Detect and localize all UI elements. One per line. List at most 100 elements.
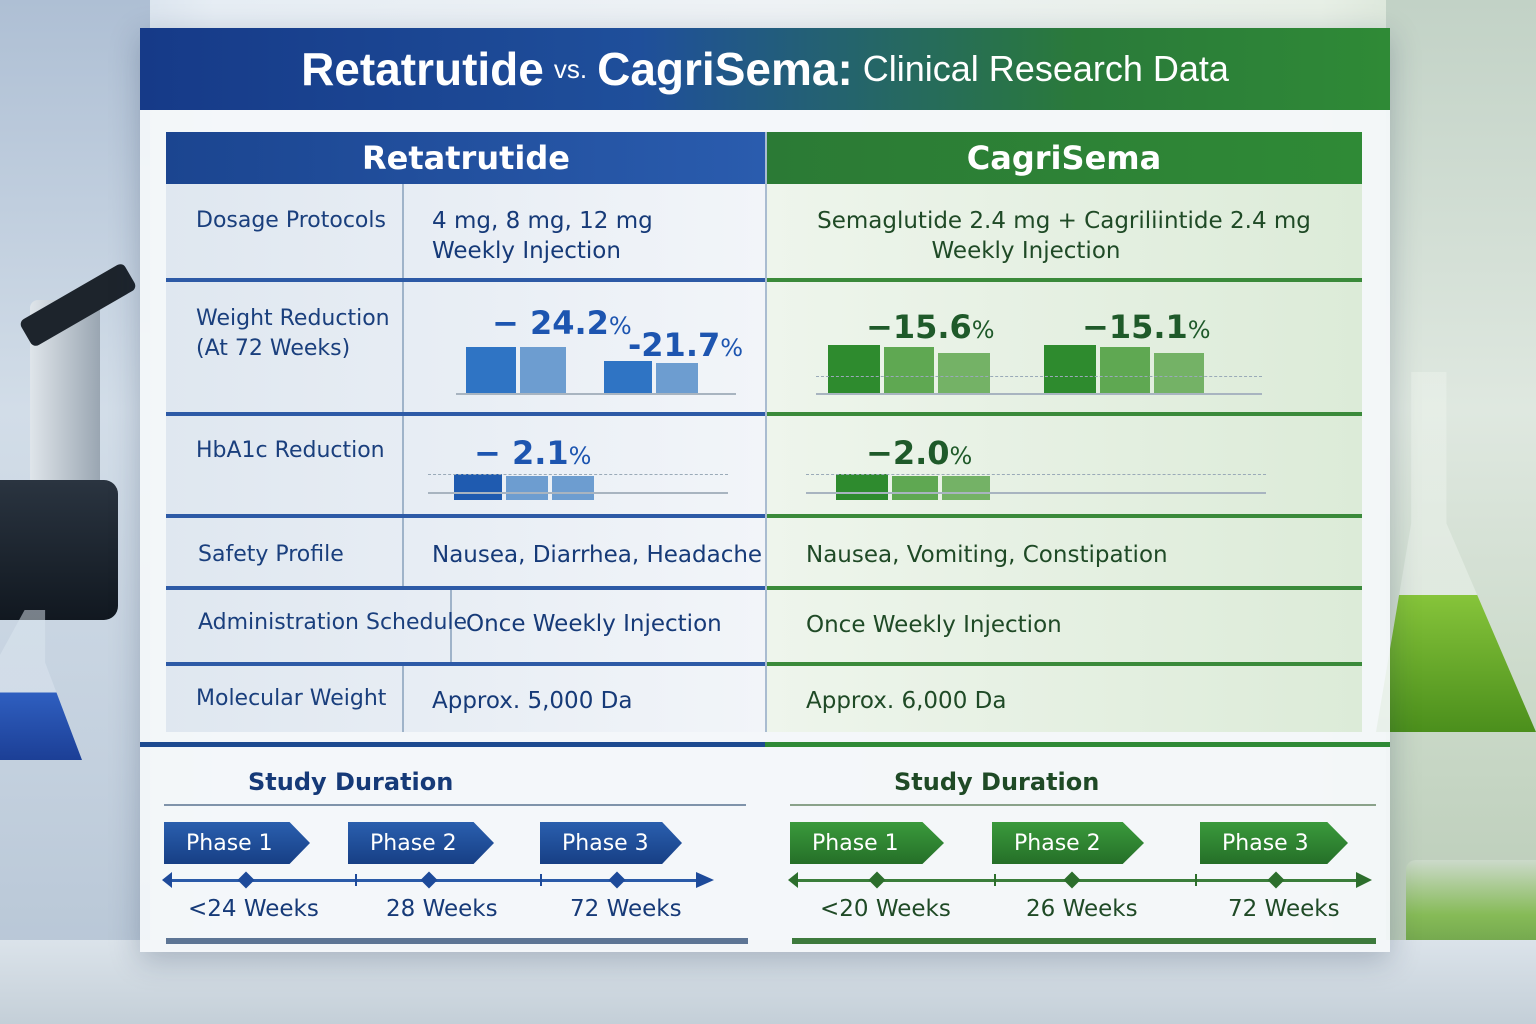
phase-2-chip: Phase 2 [348,822,494,864]
hba1c-retatrutide-value: − 2.1% [474,434,592,472]
row-divider [766,412,1362,416]
timeline-marker [868,871,886,889]
weight-retatrutide-bar [466,347,516,393]
section-rule [164,804,746,806]
study-duration-cagrisema: Study Duration Phase 1 Phase 2 Phase 3 <… [788,768,1378,948]
molecular-cagrisema: Approx. 6,000 Da [806,688,1007,714]
microscope-base-icon [0,480,118,620]
dosage-cagrisema-line2: Weekly Injection [931,238,1121,264]
hba1c-retatrutide-bar [454,474,502,500]
title-bar: Retatrutide vs. CagriSema: Clinical Rese… [140,28,1390,110]
section-bottom-rule [166,938,748,944]
weight-cagrisema-bar [828,345,880,393]
cagrisema-column [766,132,1362,732]
timeline-arrow-icon [696,872,714,888]
schedule-retatrutide: Once Weekly Injection [466,611,722,637]
timeline-tick [994,874,996,886]
weight-retatrutide-value-1: − 24.2% [492,304,632,342]
weight-retatrutide-bar [520,347,566,393]
dosage-cagrisema-line1: Semaglutide 2.4 mg + Cagriliintide 2.4 m… [817,208,1311,234]
column-divider [765,132,767,732]
phase-2-chip: Phase 2 [992,822,1144,864]
label-separator [402,184,404,278]
timeline-marker [1267,871,1285,889]
weight-cagrisema-bar [884,347,934,393]
phase-3-chip: Phase 3 [540,822,682,864]
dosage-retatrutide-line1: 4 mg, 8 mg, 12 mg [432,208,653,234]
phase-2-duration: 28 Weeks [386,896,498,922]
row-label-hba1c: HbA1c Reduction [196,438,385,463]
weight-cagrisema-value-1: −15.6% [866,308,995,346]
chart-baseline [456,393,736,395]
row-label-safety: Safety Profile [198,542,344,567]
row-divider [766,586,1362,590]
row-label-weight-line1: Weight Reduction [196,306,390,331]
timeline-marker [1063,871,1081,889]
weight-retatrutide-bar [604,361,652,393]
safety-retatrutide: Nausea, Diarrhea, Headache [432,542,763,568]
label-separator [402,282,404,412]
chart-gridline [806,474,1266,475]
label-separator [402,518,404,586]
molecular-retatrutide: Approx. 5,000 Da [432,688,633,714]
chart-gridline [428,474,728,475]
title-vs: vs. [553,53,588,84]
study-duration-title: Study Duration [894,768,1100,796]
hba1c-cagrisema-bar [942,476,990,500]
comparison-table: Retatrutide CagriSema Dosage Protocols 4… [166,132,1362,732]
safety-cagrisema: Nausea, Vomiting, Constipation [806,542,1168,568]
hba1c-cagrisema-bar [836,474,888,500]
chart-baseline [816,393,1262,395]
phase-1-chip: Phase 1 [164,822,310,864]
weight-cagrisema-bar [938,353,990,393]
timeline-marker [420,871,438,889]
study-duration-retatrutide: Study Duration Phase 1 Phase 2 Phase 3 <… [162,768,754,948]
row-label-dosage: Dosage Protocols [196,208,386,233]
label-separator [450,590,452,662]
retatrutide-column [166,132,766,732]
row-label-schedule: Administration Schedule [198,610,468,635]
timeline-tick [540,874,542,886]
weight-retatrutide-value-2: -21.7% [628,326,744,364]
schedule-cagrisema: Once Weekly Injection [806,612,1062,638]
dosage-retatrutide-line2: Weekly Injection [432,238,621,264]
weight-cagrisema-value-2: −15.1% [1082,308,1211,346]
chart-baseline [428,492,728,494]
row-divider [166,586,766,590]
phase-1-duration: <20 Weeks [820,896,951,922]
timeline-arrow-icon [788,872,798,888]
weight-cagrisema-bar [1044,345,1096,393]
hba1c-cagrisema-bar [892,476,938,500]
title-drug-a: Retatrutide [301,43,544,95]
table-bottom-rule [765,742,1390,747]
row-divider [166,412,766,416]
phase-1-duration: <24 Weeks [188,896,319,922]
column-header-retatrutide: Retatrutide [166,132,766,184]
row-divider [766,662,1362,666]
timeline-marker [237,871,255,889]
phase-3-duration: 72 Weeks [1228,896,1340,922]
label-separator [402,416,404,514]
phase-3-duration: 72 Weeks [570,896,682,922]
row-divider [766,514,1362,518]
timeline-tick [355,874,357,886]
hba1c-cagrisema-value: −2.0% [866,434,973,472]
row-divider [166,514,766,518]
row-divider [166,278,766,282]
timeline-arrow-icon [1356,872,1372,888]
phase-1-chip: Phase 1 [790,822,944,864]
title-drug-b: CagriSema: [597,43,853,95]
label-separator [402,666,404,732]
title-subtitle: Clinical Research Data [862,48,1229,89]
timeline-marker [608,871,626,889]
timeline-tick [1195,874,1197,886]
row-divider [766,278,1362,282]
row-label-weight-line2: (At 72 Weeks) [196,336,351,361]
phase-2-duration: 26 Weeks [1026,896,1138,922]
chart-gridline [816,376,1262,377]
table-bottom-rule [140,742,765,747]
weight-retatrutide-bar [656,363,698,393]
hba1c-retatrutide-bar [552,476,594,500]
section-bottom-rule [792,938,1376,944]
row-divider [166,662,766,666]
